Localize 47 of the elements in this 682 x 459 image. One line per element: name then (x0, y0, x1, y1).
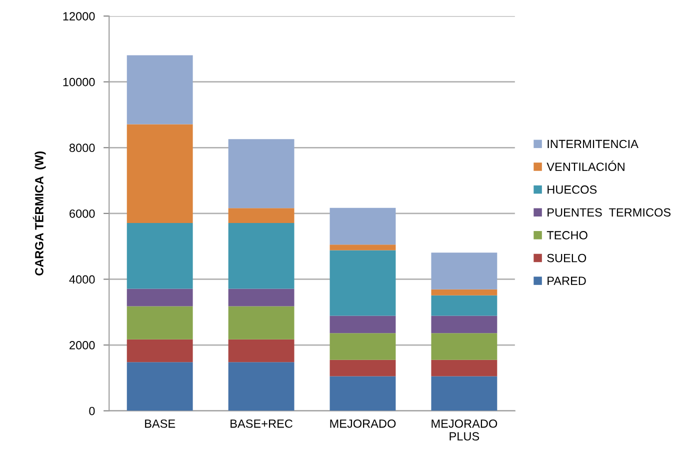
legend-label: PARED (548, 276, 586, 285)
bar (330, 316, 396, 334)
bar (431, 333, 498, 360)
bar (228, 208, 294, 223)
bar (228, 288, 294, 306)
bar (228, 339, 294, 362)
bar (330, 244, 396, 250)
bar (431, 295, 498, 316)
bar (228, 139, 294, 208)
legend-label: INTERMITENCIA (548, 140, 638, 148)
bar (330, 250, 396, 316)
bar (228, 222, 294, 289)
legend-label: SUELO (547, 254, 586, 262)
bar (330, 376, 396, 411)
x-tick-label: BASE+REC (230, 419, 292, 428)
y-tick-label: 6000 (70, 209, 95, 218)
y-tick-label: 8000 (69, 144, 95, 152)
bar (126, 339, 193, 362)
bar (228, 362, 294, 411)
y-tick-label: 0 (89, 406, 95, 416)
legend-label: VENTILACIÓN (546, 160, 624, 171)
x-tick-label: BASE (145, 419, 176, 428)
bar (431, 360, 498, 376)
bar (330, 333, 396, 360)
bar (330, 360, 396, 376)
bar (126, 222, 193, 289)
bar (431, 376, 498, 411)
bar (228, 306, 294, 340)
bar (126, 124, 193, 223)
x-tick-label: MEJORADO PLUS (432, 419, 498, 441)
y-axis-title: CARGA TÉRMICA (W) (32, 152, 46, 276)
legend-label: HUECOS (548, 185, 597, 194)
bar (126, 306, 193, 340)
bar (126, 362, 193, 411)
x-tick-label: MEJORADO (330, 419, 396, 428)
bar (126, 288, 193, 306)
y-tick-label: 2000 (70, 341, 95, 350)
y-tick-label: 10000 (63, 78, 95, 86)
bar (431, 252, 498, 290)
y-tick-label: 4000 (69, 275, 95, 284)
legend-label: TECHO (546, 231, 588, 240)
bar (126, 55, 193, 124)
bar (330, 208, 396, 245)
bar (431, 316, 498, 334)
bar (431, 289, 498, 296)
y-tick-label: 12000 (63, 12, 95, 20)
legend-label: PUENTES TERMICOS (548, 208, 671, 217)
